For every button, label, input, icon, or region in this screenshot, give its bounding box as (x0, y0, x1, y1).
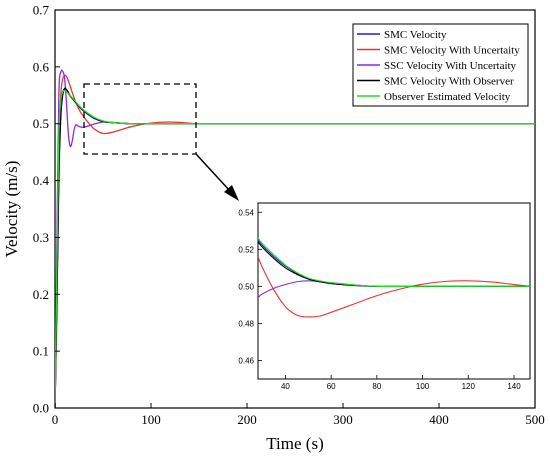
inset-plot-frame (257, 202, 531, 380)
legend-label-ssc-velocity-with-uncertaity: SSC Velocity With Uncertaity (384, 60, 517, 72)
x-tick-label: 300 (333, 412, 353, 427)
y-tick-label: 0.3 (33, 230, 49, 245)
x-tick-label: 0 (52, 412, 59, 427)
y-tick-label: 0.1 (33, 344, 49, 359)
series-line-observer-estimated-velocity (55, 90, 535, 408)
x-tick-label: 400 (429, 412, 449, 427)
zoom-arrow-head (224, 185, 239, 201)
legend-items: SMC Velocity SMC Velocity With Uncertaity… (357, 29, 520, 103)
zoom-arrow-line (195, 153, 231, 192)
legend-label-smc-velocity: SMC Velocity (384, 29, 447, 41)
legend-label-observer-estimated-velocity: Observer Estimated Velocity (384, 91, 511, 103)
inset-series-line-smc-velocity-with-uncertaity (258, 256, 530, 318)
inset-x-tick-label: 40 (281, 382, 290, 391)
inset-y-tick-label: 0.54 (238, 208, 254, 217)
y-tick-label: 0.2 (33, 287, 49, 302)
legend-label-smc-velocity-with-uncertaity: SMC Velocity With Uncertaity (384, 45, 520, 57)
y-axis-title: Velocity (m/s) (2, 161, 21, 258)
x-tick-label: 100 (141, 412, 161, 427)
inset-x-tick-label: 100 (416, 382, 430, 391)
main-plot-ticks: 0 100 200 300 400 500 0.0 0.1 0.2 0.3 0.4 0.5 0.6 0.7 (33, 3, 545, 428)
inset-plot-background (230, 203, 530, 383)
inset-x-tick-label: 60 (327, 382, 336, 391)
legend: SMC Velocity SMC Velocity With Uncertaity… (352, 23, 529, 107)
x-axis-title: Time (s) (266, 434, 323, 453)
inset-y-tick-label: 0.52 (238, 245, 254, 254)
y-tick-label: 0.0 (33, 401, 49, 416)
zoom-region-box (83, 83, 197, 155)
inset-y-tick-label: 0.50 (238, 282, 254, 291)
x-tick-label: 500 (525, 412, 545, 427)
inset-y-tick-label: 0.48 (238, 319, 254, 328)
main-plot-frame (54, 9, 536, 409)
y-tick-label: 0.5 (33, 116, 49, 131)
y-tick-label: 0.4 (33, 173, 50, 188)
inset-plot-marks (258, 237, 530, 318)
inset-series-line-observer-estimated-velocity (258, 237, 530, 288)
x-tick-label: 200 (237, 412, 257, 427)
y-tick-label: 0.6 (33, 59, 50, 74)
legend-label-smc-velocity-with-observer: SMC Velocity With Observer (384, 76, 514, 88)
inset-x-tick-label: 120 (462, 382, 476, 391)
inset-plot-ticks: 40 60 80 100 120 140 0.46 0.48 0.50 0.52 0.54 (238, 208, 521, 391)
legend-box (352, 23, 529, 107)
inset-x-tick-label: 80 (372, 382, 381, 391)
main-plot-marks (55, 69, 535, 408)
inset-y-tick-label: 0.46 (238, 356, 254, 365)
y-tick-label: 0.7 (33, 3, 50, 18)
inset-x-tick-label: 140 (507, 382, 521, 391)
